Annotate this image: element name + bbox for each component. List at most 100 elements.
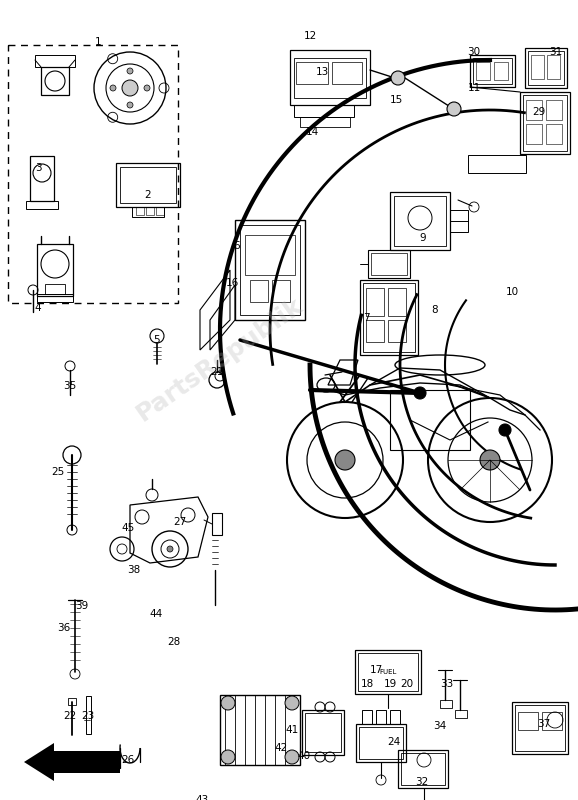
Bar [523, 95, 567, 151]
Bar [376, 710, 386, 724]
Bar [371, 253, 407, 275]
Circle shape [127, 102, 133, 108]
Text: 16: 16 [225, 278, 239, 288]
Bar [476, 62, 490, 80]
Bar [546, 100, 562, 120]
Circle shape [221, 750, 235, 764]
Bar [356, 724, 406, 762]
Bar [526, 124, 542, 144]
Bar [470, 55, 515, 87]
Bar [272, 280, 290, 302]
Bar [146, 207, 154, 215]
Text: 12: 12 [303, 31, 317, 41]
Text: 2: 2 [144, 190, 151, 200]
Text: 14: 14 [305, 127, 318, 137]
Text: 5: 5 [154, 335, 160, 345]
Circle shape [127, 68, 133, 74]
Text: 28: 28 [168, 637, 180, 647]
Text: 6: 6 [234, 241, 240, 251]
Bar [525, 48, 567, 88]
Bar [363, 283, 415, 352]
Bar [368, 250, 410, 278]
Bar [450, 210, 468, 232]
Text: 19: 19 [383, 679, 397, 689]
Text: 25: 25 [51, 467, 65, 477]
Text: 9: 9 [420, 233, 427, 243]
Bar [300, 117, 350, 127]
Text: 20: 20 [401, 679, 414, 689]
Circle shape [335, 450, 355, 470]
Text: 40: 40 [298, 751, 310, 761]
Bar [366, 288, 384, 316]
Bar [35, 55, 75, 67]
Text: FUEL: FUEL [379, 669, 397, 675]
Text: 39: 39 [75, 601, 88, 611]
Bar [132, 207, 164, 217]
Bar [401, 753, 445, 785]
Circle shape [480, 450, 500, 470]
Bar [358, 653, 418, 691]
Bar [360, 280, 418, 355]
Bar [294, 105, 354, 117]
Circle shape [110, 85, 116, 91]
Bar [68, 698, 76, 705]
Text: 26: 26 [121, 755, 135, 765]
FancyArrow shape [24, 743, 120, 781]
Text: 22: 22 [64, 711, 77, 721]
Text: 27: 27 [173, 517, 187, 527]
Bar [45, 284, 65, 294]
Text: PartsRepublik: PartsRepublik [132, 294, 307, 426]
Bar [136, 207, 144, 215]
Text: 44: 44 [149, 609, 162, 619]
Bar [518, 712, 538, 730]
Bar [302, 710, 344, 755]
Text: 3: 3 [35, 163, 41, 173]
Bar [120, 167, 176, 203]
Bar [546, 124, 562, 144]
Text: 31: 31 [549, 47, 562, 57]
Text: 43: 43 [195, 795, 209, 800]
Bar [520, 92, 570, 154]
Bar [245, 235, 295, 275]
Text: 1: 1 [95, 37, 101, 47]
Text: 36: 36 [57, 623, 71, 633]
Text: 10: 10 [505, 287, 518, 297]
Bar [156, 207, 164, 215]
Text: 33: 33 [440, 679, 454, 689]
Text: 7: 7 [362, 313, 369, 323]
Bar [455, 710, 467, 718]
Bar [332, 62, 362, 84]
Text: 41: 41 [286, 725, 299, 735]
Circle shape [447, 102, 461, 116]
Text: 42: 42 [275, 743, 288, 753]
Text: 45: 45 [121, 523, 135, 533]
Bar [8, 45, 178, 303]
Text: 24: 24 [387, 737, 401, 747]
Text: 30: 30 [468, 47, 480, 57]
Bar [515, 705, 565, 751]
Circle shape [391, 71, 405, 85]
Bar [359, 727, 403, 759]
Bar [366, 320, 384, 342]
Bar [235, 220, 305, 320]
Text: 34: 34 [434, 721, 447, 731]
Text: 35: 35 [64, 381, 77, 391]
Text: 15: 15 [390, 95, 403, 105]
Bar [37, 244, 73, 296]
Bar [398, 750, 448, 788]
Bar [116, 163, 180, 207]
Bar [220, 695, 300, 765]
Bar [394, 196, 446, 246]
Bar [388, 288, 406, 316]
Bar [355, 650, 421, 694]
Bar [41, 67, 69, 95]
Bar [30, 156, 54, 201]
Bar [294, 58, 366, 98]
Bar [37, 294, 73, 302]
Bar [290, 50, 370, 105]
Bar [440, 700, 452, 708]
Text: 37: 37 [538, 719, 551, 729]
Bar [528, 51, 564, 85]
Bar [531, 55, 544, 79]
Bar [542, 712, 562, 730]
